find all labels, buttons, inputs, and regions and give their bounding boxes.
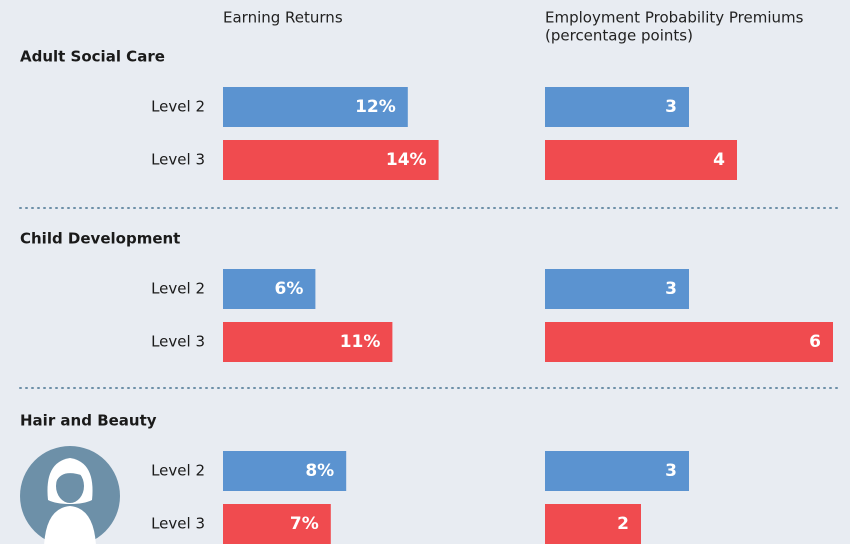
bar xyxy=(545,87,689,127)
value-label: 6% xyxy=(275,279,304,299)
bar xyxy=(223,451,347,491)
panel-title: Earning Returns xyxy=(223,9,343,27)
bar xyxy=(223,269,316,309)
bar xyxy=(223,87,408,127)
section-title: Child Development xyxy=(20,230,180,248)
level-label: Level 3 xyxy=(151,515,205,533)
section-title: Hair and Beauty xyxy=(20,412,157,430)
value-label: 3 xyxy=(665,97,677,117)
level-label: Level 2 xyxy=(151,98,205,116)
level-label: Level 2 xyxy=(151,280,205,298)
value-label: 6 xyxy=(809,332,821,352)
value-label: 3 xyxy=(665,461,677,481)
bar xyxy=(223,322,393,362)
value-label: 3 xyxy=(665,279,677,299)
section-title: Adult Social Care xyxy=(20,48,165,66)
value-label: 14% xyxy=(386,150,427,170)
bar xyxy=(545,451,689,491)
value-label: 4 xyxy=(713,150,725,170)
value-label: 7% xyxy=(290,514,319,534)
value-label: 8% xyxy=(305,461,334,481)
bar xyxy=(545,504,641,544)
person-icon xyxy=(20,446,120,544)
bar xyxy=(223,140,439,180)
value-label: 11% xyxy=(340,332,381,352)
value-label: 12% xyxy=(355,97,396,117)
value-label: 2 xyxy=(617,514,629,534)
level-label: Level 3 xyxy=(151,151,205,169)
bar xyxy=(223,504,331,544)
bar xyxy=(545,140,737,180)
level-label: Level 2 xyxy=(151,462,205,480)
bar xyxy=(545,322,833,362)
panel-subtitle: (percentage points) xyxy=(545,27,693,45)
panel-title: Employment Probability Premiums xyxy=(545,9,804,27)
level-label: Level 3 xyxy=(151,333,205,351)
bar xyxy=(545,269,689,309)
